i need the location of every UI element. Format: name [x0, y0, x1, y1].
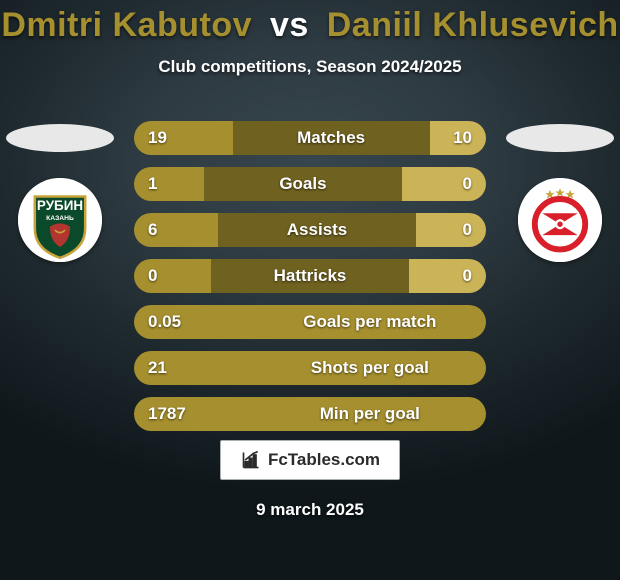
stat-label: Min per goal: [320, 404, 420, 424]
stat-right-value: 10: [453, 128, 472, 148]
stat-left-seg: 19: [134, 121, 233, 155]
generated-date: 9 march 2025: [0, 500, 620, 520]
stat-left-value: 1787: [148, 404, 186, 424]
brand-label: FcTables.com: [268, 450, 380, 470]
stat-label: Matches: [297, 128, 365, 148]
stat-label-seg: Goals per match: [254, 305, 486, 339]
stat-row: 1 Goals 0: [134, 167, 486, 201]
stat-row: 0.05 Goals per match: [134, 305, 486, 339]
stat-row: 0 Hattricks 0: [134, 259, 486, 293]
stat-row: 6 Assists 0: [134, 213, 486, 247]
stat-right-value: 0: [463, 220, 472, 240]
svg-text:КАЗАНЬ: КАЗАНЬ: [46, 215, 74, 222]
stat-left-seg: 0.05: [134, 305, 254, 339]
stat-left-value: 6: [148, 220, 157, 240]
stat-left-seg: 0: [134, 259, 211, 293]
rubin-shield-icon: РУБИН КАЗАНЬ: [18, 178, 102, 262]
country-flag-right: [506, 124, 614, 152]
stat-label: Shots per goal: [311, 358, 429, 378]
stat-right-seg: 0: [416, 213, 486, 247]
page-title: Dmitri Kabutov vs Daniil Khlusevich: [0, 0, 620, 45]
vs-separator: vs: [262, 6, 317, 44]
stat-label: Goals: [279, 174, 326, 194]
stat-right-value: 0: [463, 266, 472, 286]
stat-label-seg: Hattricks: [211, 259, 408, 293]
stat-right-seg: 0: [409, 259, 486, 293]
stat-label-seg: Matches: [233, 121, 430, 155]
stat-row: 21 Shots per goal: [134, 351, 486, 385]
stat-left-value: 0: [148, 266, 157, 286]
stat-right-seg: 10: [430, 121, 486, 155]
stat-row: 19 Matches 10: [134, 121, 486, 155]
stats-container: 19 Matches 10 1 Goals 0 6 Assists 0 0 Hattricks 0 0.…: [134, 121, 486, 443]
stat-label: Assists: [287, 220, 347, 240]
bar-chart-icon: [240, 450, 262, 470]
country-flag-left: [6, 124, 114, 152]
stat-right-value: 0: [463, 174, 472, 194]
player2-name: Daniil Khlusevich: [327, 6, 619, 44]
stat-left-value: 1: [148, 174, 157, 194]
player1-name: Dmitri Kabutov: [1, 6, 252, 44]
brand-badge[interactable]: FcTables.com: [220, 440, 400, 480]
stat-left-seg: 6: [134, 213, 218, 247]
stat-left-value: 0.05: [148, 312, 181, 332]
stat-label: Goals per match: [303, 312, 436, 332]
stat-left-value: 19: [148, 128, 167, 148]
stat-left-value: 21: [148, 358, 167, 378]
content-root: Dmitri Kabutov vs Daniil Khlusevich Club…: [0, 0, 620, 580]
svg-text:РУБИН: РУБИН: [37, 198, 83, 213]
stat-label-seg: Shots per goal: [254, 351, 486, 385]
spartak-badge-icon: [518, 178, 602, 262]
stat-left-seg: 21: [134, 351, 254, 385]
club-logo-right: [518, 178, 602, 262]
stat-left-seg: 1787: [134, 397, 254, 431]
subtitle: Club competitions, Season 2024/2025: [0, 57, 620, 77]
stat-left-seg: 1: [134, 167, 204, 201]
stat-label: Hattricks: [274, 266, 347, 286]
stat-label-seg: Min per goal: [254, 397, 486, 431]
stat-label-seg: Assists: [218, 213, 415, 247]
stat-right-seg: 0: [402, 167, 486, 201]
stat-label-seg: Goals: [204, 167, 401, 201]
club-logo-left: РУБИН КАЗАНЬ: [18, 178, 102, 262]
stat-row: 1787 Min per goal: [134, 397, 486, 431]
